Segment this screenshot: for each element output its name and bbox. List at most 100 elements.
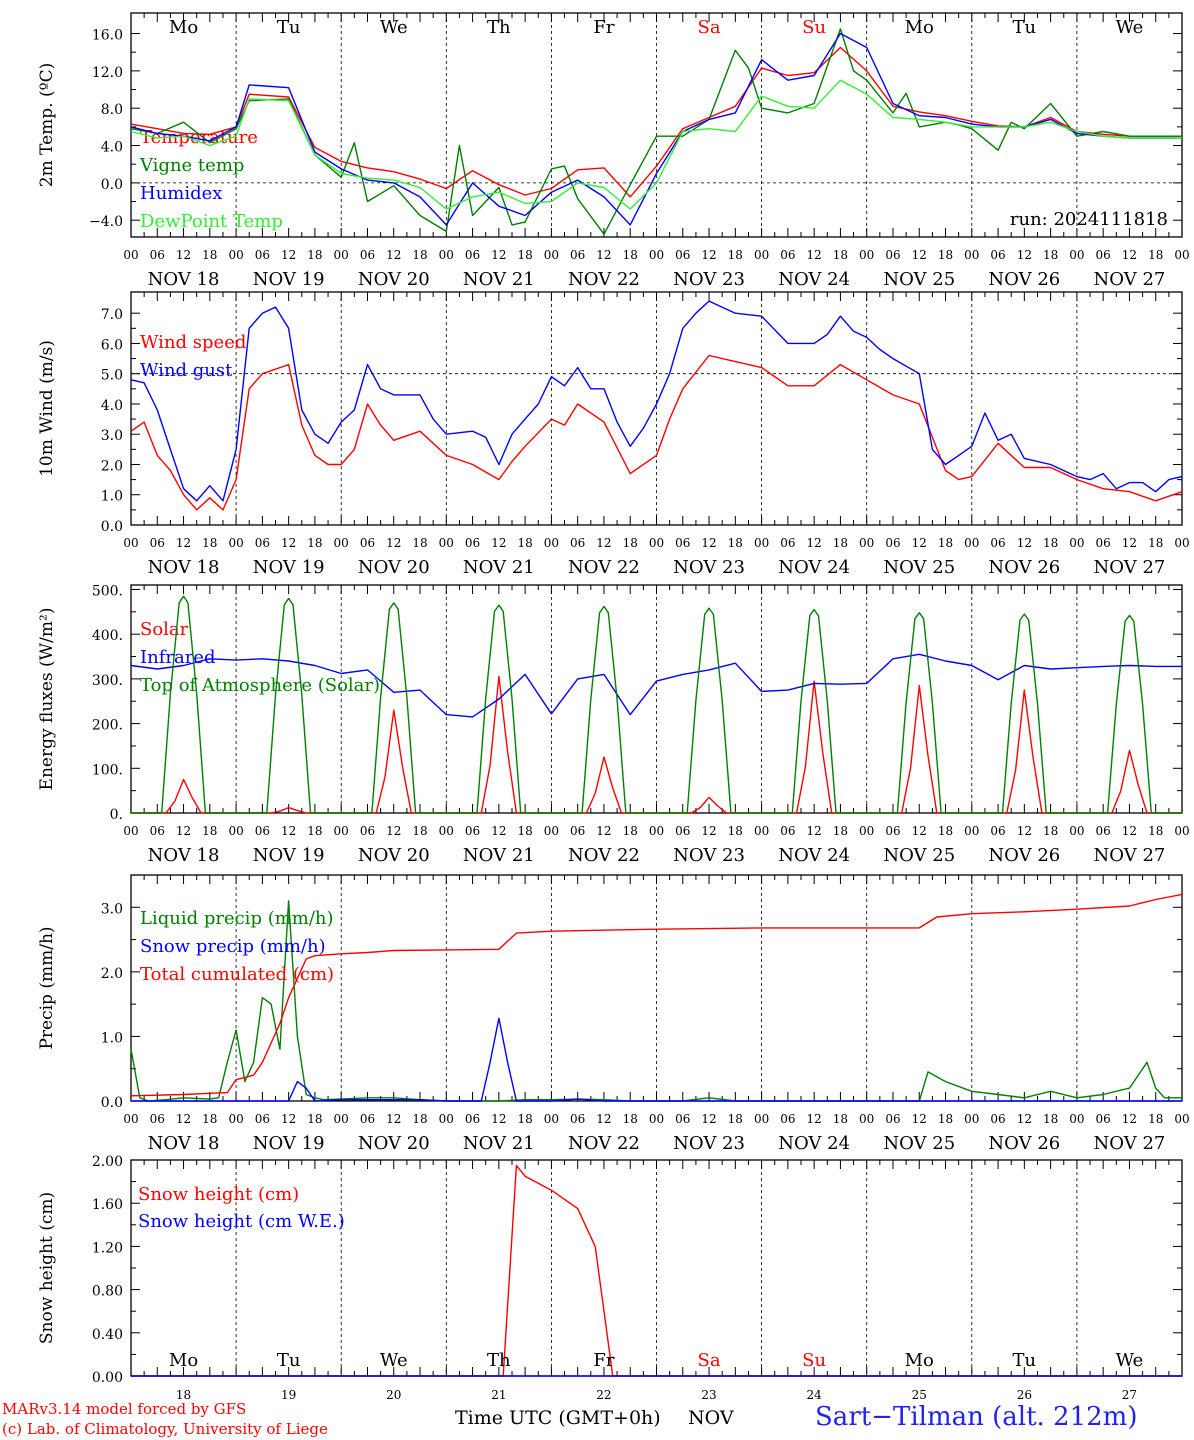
hour-label: 00 (544, 248, 559, 262)
hour-label: 12 (912, 248, 927, 262)
panel-4: 0.0 1.0 2.0 3.0 Precip (mm/h) Liquid precip (… (37, 874, 1190, 1154)
hour-label: 12 (912, 536, 927, 550)
hour-label: 18 (307, 248, 322, 262)
date-label: NOV 23 (673, 1133, 745, 1154)
hour-label: 00 (544, 1112, 559, 1126)
date-label: NOV 25 (883, 1133, 955, 1154)
hour-label: 12 (1017, 248, 1032, 262)
month-label: NOV (688, 1407, 734, 1429)
date-label: NOV 18 (148, 845, 220, 866)
hour-label: 18 (412, 824, 427, 838)
hour-label: 12 (596, 824, 611, 838)
hour-label: 06 (255, 248, 270, 262)
hour-label: 06 (570, 248, 585, 262)
series-line (131, 595, 1182, 814)
hour-label: 12 (807, 536, 822, 550)
hour-label: 12 (912, 824, 927, 838)
hour-label: 18 (623, 248, 638, 262)
hour-label: 00 (859, 248, 874, 262)
day-name: Fr (593, 1350, 614, 1371)
day-name: Mo (905, 17, 934, 38)
hour-label: 12 (281, 536, 296, 550)
hour-label: 00 (439, 824, 454, 838)
hour-label: 06 (990, 824, 1005, 838)
hour-label: 18 (1148, 824, 1163, 838)
hour-label: 12 (491, 248, 506, 262)
date-label: NOV 18 (148, 1133, 220, 1154)
legend-entry: Total cumulated (cm) (140, 964, 334, 985)
day-number-label: 25 (912, 1388, 927, 1402)
hour-label: 12 (1122, 1112, 1137, 1126)
hour-label: 18 (202, 824, 217, 838)
y-tick-label: 100. (92, 762, 123, 778)
legend-entry: Snow height (cm) (138, 1184, 299, 1205)
day-name: Su (802, 17, 826, 38)
hour-label: 06 (570, 1112, 585, 1126)
hour-label: 00 (1174, 824, 1189, 838)
hour-label: 00 (334, 536, 349, 550)
hour-label: 18 (412, 536, 427, 550)
hour-label: 12 (176, 1112, 191, 1126)
panel-2: 0.0 1.0 2.0 3.0 4.0 5.0 6.0 7.0 10m Wind (m/s) Wi… (37, 291, 1190, 578)
hour-label: 06 (990, 536, 1005, 550)
date-label: NOV 23 (673, 557, 745, 578)
date-label: NOV 19 (253, 845, 325, 866)
day-number-label: 22 (596, 1388, 611, 1402)
hour-label: 12 (807, 824, 822, 838)
hour-label: 00 (439, 1112, 454, 1126)
hour-label: 12 (807, 248, 822, 262)
hour-label: 12 (701, 1112, 716, 1126)
hour-label: 12 (596, 248, 611, 262)
hour-label: 12 (491, 1112, 506, 1126)
date-label: NOV 25 (883, 845, 955, 866)
date-label: NOV 24 (778, 1133, 850, 1154)
day-number-label: 27 (1122, 1388, 1137, 1402)
legend-entry: Vigne temp (139, 155, 244, 176)
hour-label: 00 (964, 1112, 979, 1126)
hour-label: 06 (780, 248, 795, 262)
series-line (130, 900, 1182, 1102)
hour-label: 18 (623, 1112, 638, 1126)
hour-label: 12 (1122, 824, 1137, 838)
date-label: NOV 19 (253, 557, 325, 578)
hour-label: 18 (938, 248, 953, 262)
hour-label: 00 (228, 536, 243, 550)
hour-label: 00 (228, 248, 243, 262)
hour-label: 00 (754, 536, 769, 550)
hour-label: 00 (228, 1112, 243, 1126)
day-name: Tu (1013, 1350, 1037, 1371)
y-tick-label: 3.0 (101, 428, 123, 444)
hour-label: 18 (728, 824, 743, 838)
date-label: NOV 26 (988, 269, 1060, 290)
hour-label: 00 (334, 824, 349, 838)
hour-label: 06 (1096, 1112, 1111, 1126)
hour-label: 06 (150, 824, 165, 838)
hour-label: 00 (123, 824, 138, 838)
hour-label: 06 (1096, 248, 1111, 262)
hour-label: 18 (1043, 1112, 1058, 1126)
y-tick-label: 0.0 (101, 177, 123, 193)
y-tick-label: 1.0 (101, 489, 123, 505)
date-label: NOV 20 (358, 845, 430, 866)
legend-entry: DewPoint Temp (140, 211, 283, 232)
date-label: NOV 22 (568, 1133, 640, 1154)
date-label: NOV 22 (568, 269, 640, 290)
hour-label: 00 (1069, 1112, 1084, 1126)
hour-label: 18 (623, 536, 638, 550)
hour-label: 18 (307, 536, 322, 550)
hour-label: 18 (728, 536, 743, 550)
hour-label: 06 (885, 248, 900, 262)
hour-label: 12 (701, 248, 716, 262)
footer-model: MARv3.14 model forced by GFS (2, 1400, 247, 1418)
x-axis-label: Time UTC (GMT+0h) (455, 1407, 661, 1429)
y-tick-label: 3.0 (101, 901, 123, 917)
y-tick-label: 400. (92, 628, 123, 644)
hour-label: 06 (675, 536, 690, 550)
date-label: NOV 22 (568, 845, 640, 866)
hour-label: 12 (281, 248, 296, 262)
date-label: NOV 25 (883, 269, 955, 290)
hour-label: 18 (1148, 248, 1163, 262)
hour-label: 06 (465, 536, 480, 550)
hour-label: 06 (150, 248, 165, 262)
hour-label: 06 (360, 248, 375, 262)
